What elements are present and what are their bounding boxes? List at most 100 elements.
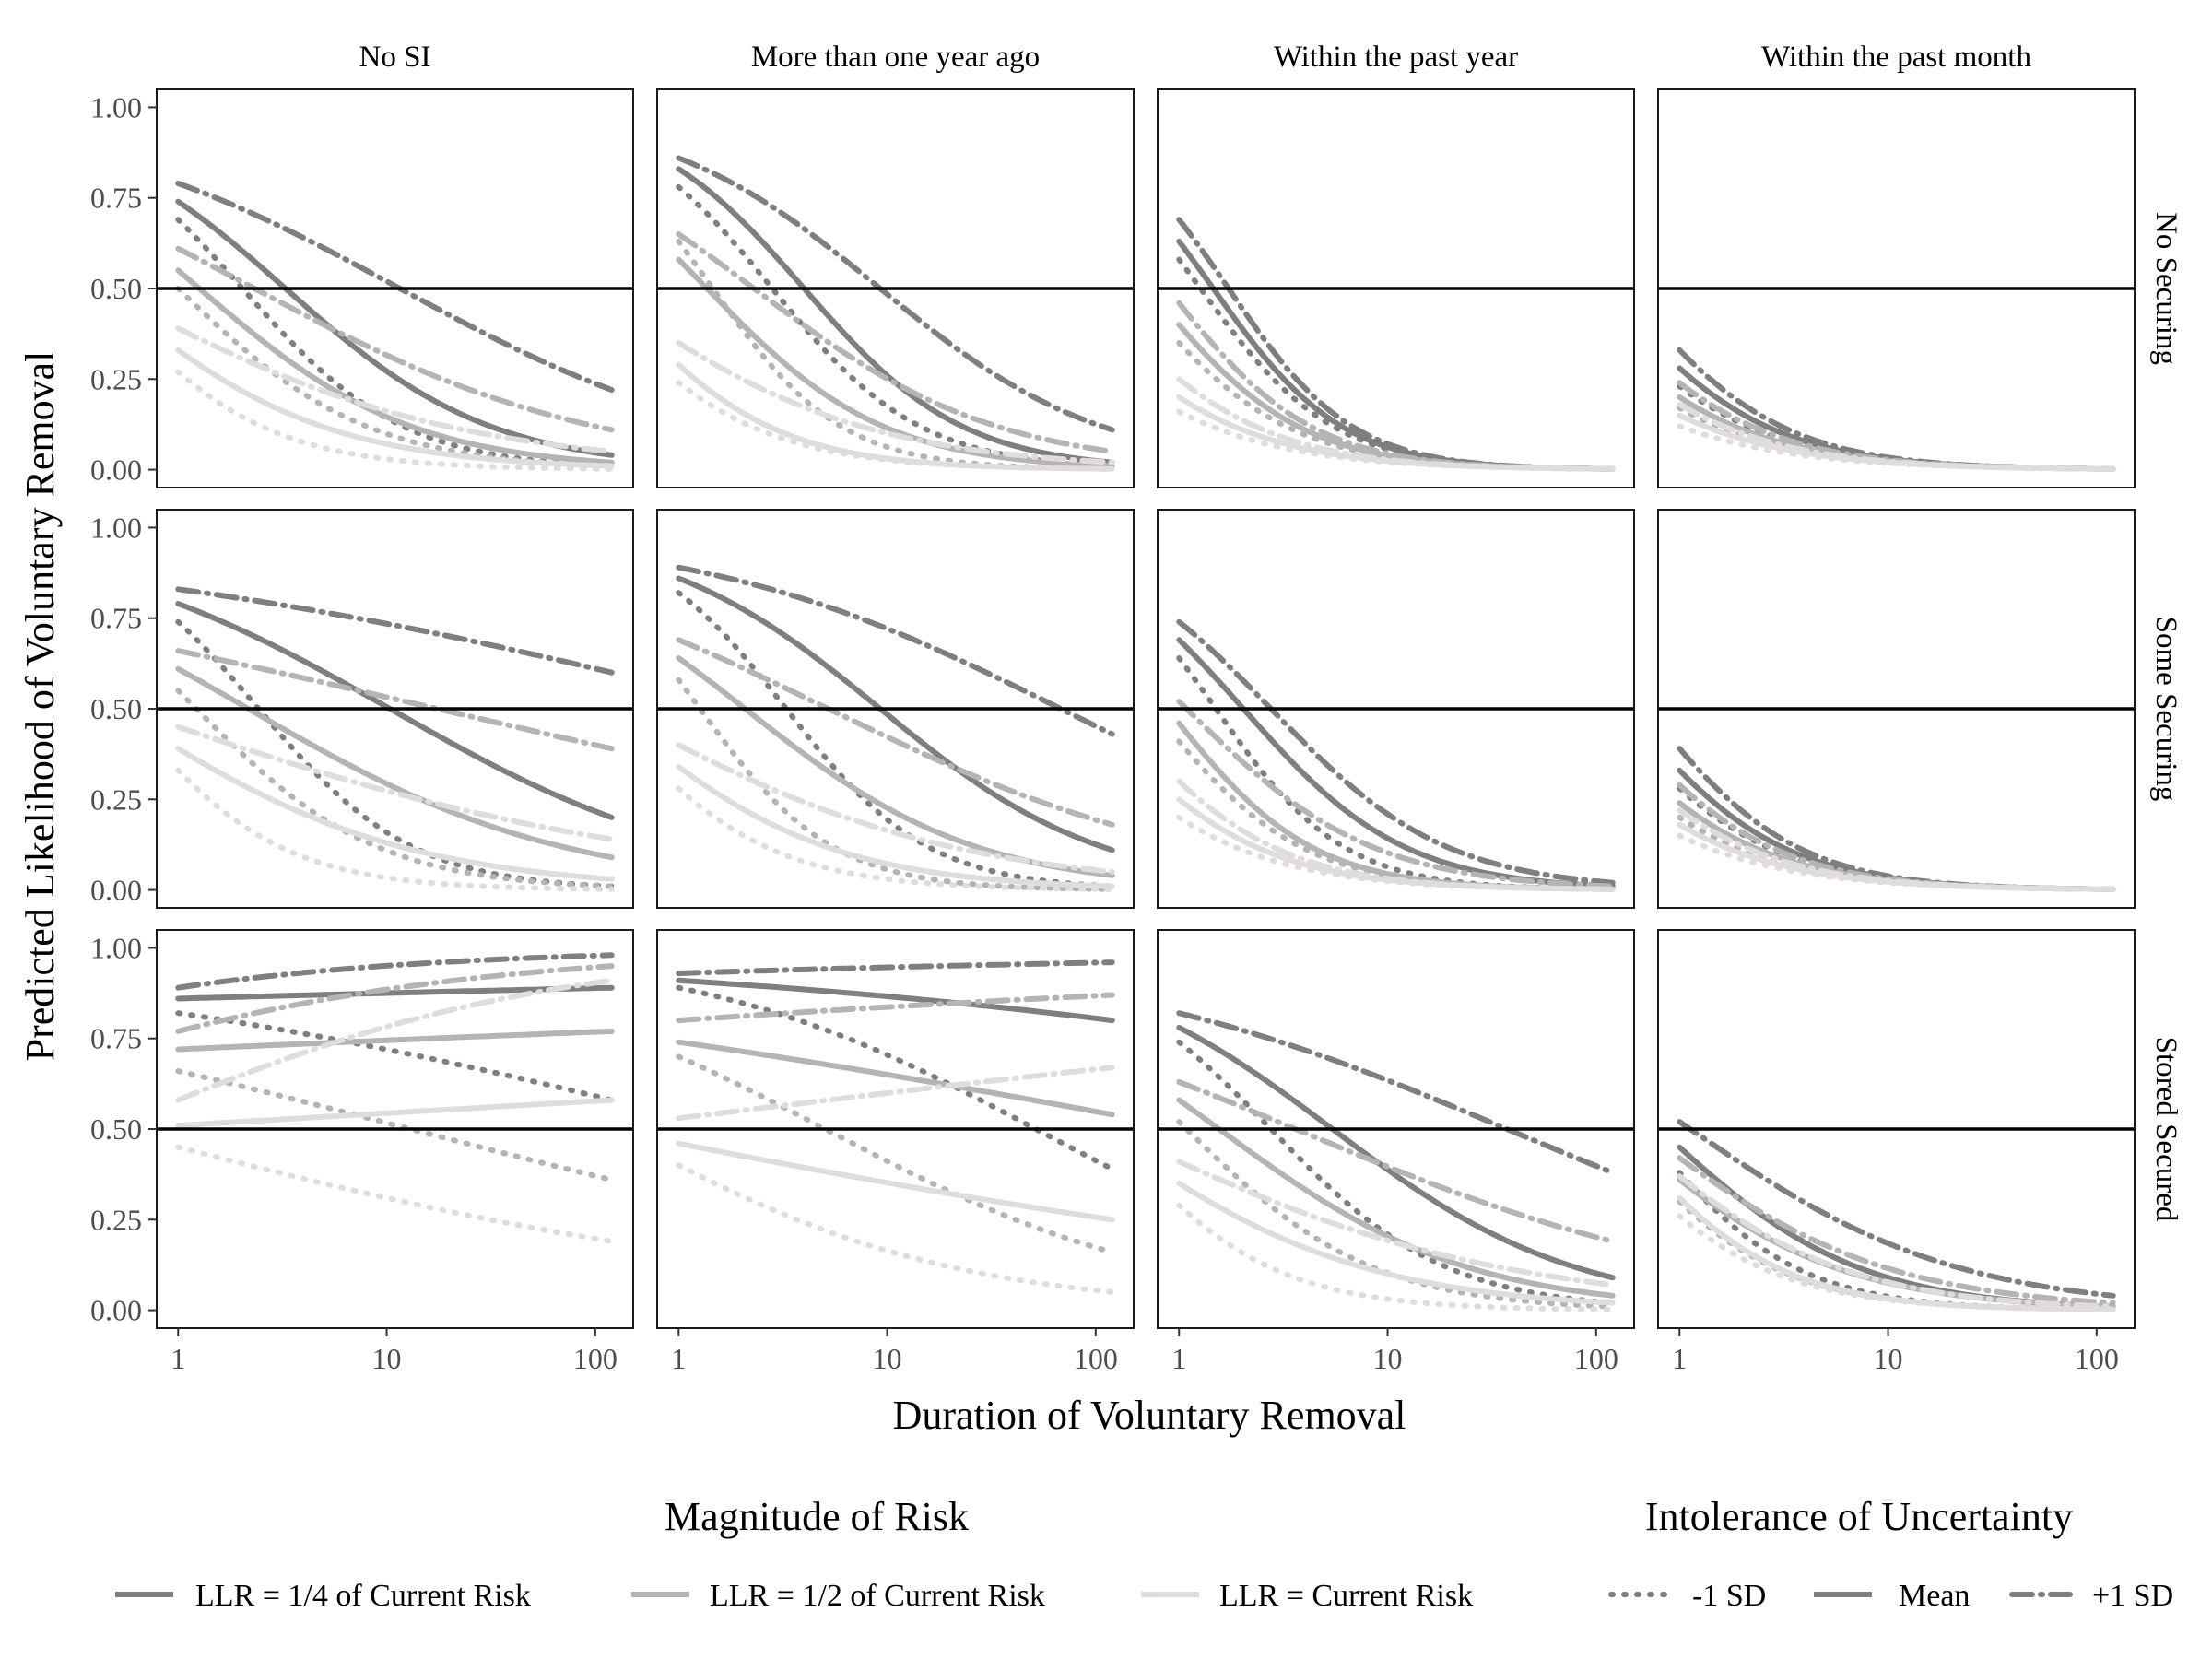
series-line-llr-1-4-of-current-risk-1-sd	[1677, 1119, 2116, 1299]
panel-stored-secured-no-si: 0.00 0.25 0.50 0.75 1.00 1 10 100	[90, 929, 634, 1375]
series-line-llr-current-risk-1-sd	[1677, 401, 2116, 472]
y-tick-label: 1.00	[90, 90, 142, 124]
panel-stored-secured-within-the-past-month: 1 10 100	[1657, 929, 2136, 1375]
panel-border	[1657, 88, 2136, 488]
series-line-llr-1-4-of-current-risk-1-sd	[175, 586, 615, 676]
x-tick-label: 1	[171, 1342, 185, 1375]
series-line-llr-1-2-of-current-risk-mean	[175, 1028, 615, 1053]
legend-label-mean: Mean	[1899, 1579, 1970, 1613]
legend-label-llr-quarter: LLR = 1/4 of Current Risk	[195, 1579, 531, 1613]
y-tick-label: 0.50	[90, 692, 142, 725]
series-line-llr-1-2-of-current-risk-1-sd	[1677, 1155, 2116, 1306]
y-tick-label: 0.25	[90, 1203, 142, 1236]
facet-column-label: Within the past month	[1761, 41, 2031, 74]
panel-border	[1157, 88, 1635, 488]
series-line-llr-current-risk-1-sd	[676, 340, 1115, 465]
panel-series	[175, 952, 615, 1244]
series-line-llr-1-4-of-current-risk-1-sd	[1176, 618, 1616, 886]
panel-series	[676, 155, 1115, 472]
series-line-llr-1-4-of-current-risk-1-sd	[175, 1010, 615, 1103]
legend-label-llr-half: LLR = 1/2 of Current Risk	[710, 1579, 1045, 1613]
x-tick-label: 10	[1874, 1342, 1903, 1375]
facet-row-label: Some Securing	[2149, 617, 2183, 802]
series-line-llr-1-2-of-current-risk-1-sd	[175, 648, 615, 752]
series-line-llr-1-2-of-current-risk-1-sd	[175, 1068, 615, 1182]
series-line-llr-1-2-of-current-risk-1-sd	[175, 688, 615, 889]
x-tick-label: 1	[1171, 1342, 1186, 1375]
series-line-llr-1-4-of-current-risk-1-sd	[676, 155, 1115, 433]
series-line-llr-current-risk-mean	[175, 347, 615, 469]
series-line-llr-current-risk-1-sd	[1176, 408, 1616, 472]
series-line-llr-1-2-of-current-risk-1-sd	[676, 1053, 1115, 1255]
series-line-llr-current-risk-1-sd	[1176, 1202, 1616, 1312]
panel-series	[1677, 1119, 2116, 1312]
panel-series	[676, 959, 1115, 1295]
series-line-llr-1-2-of-current-risk-mean	[175, 267, 615, 465]
series-line-llr-1-4-of-current-risk-1-sd	[175, 952, 615, 991]
x-axis-title: Duration of Voluntary Removal	[893, 1393, 1406, 1438]
y-axis-title: Predicted Likelihood of Voluntary Remova…	[18, 351, 63, 1062]
panel-series	[1677, 347, 2116, 472]
series-line-llr-1-2-of-current-risk-1-sd	[676, 231, 1115, 454]
panel-series	[1677, 746, 2116, 892]
legend-title-magnitude: Magnitude of Risk	[665, 1494, 969, 1539]
y-tick-label: 0.75	[90, 602, 142, 635]
facet-column-label: More than one year ago	[751, 41, 1040, 74]
facet-column-label: No SI	[359, 41, 431, 74]
legend-label-plus-1sd: +1 SD	[2092, 1579, 2173, 1613]
series-line-llr-current-risk-mean	[676, 763, 1115, 889]
x-tick-label: 100	[2075, 1342, 2119, 1375]
series-line-llr-current-risk-mean	[1176, 1181, 1616, 1306]
series-line-llr-current-risk-mean	[676, 1140, 1115, 1223]
series-line-llr-1-2-of-current-risk-1-sd	[1176, 699, 1616, 889]
panel-border	[656, 88, 1135, 488]
facet-row-label: No Securing	[2149, 212, 2183, 365]
panel-some-securing-more-than-one-year-ago	[656, 509, 1135, 909]
series-line-llr-1-4-of-current-risk-1-sd	[676, 959, 1115, 976]
series-line-llr-current-risk-1-sd	[1176, 778, 1616, 892]
x-tick-label: 100	[1074, 1342, 1118, 1375]
panel-border	[1157, 509, 1635, 909]
legend-title-intolerance: Intolerance of Uncertainty	[1645, 1494, 2073, 1539]
series-line-llr-1-2-of-current-risk-mean	[676, 655, 1115, 878]
x-tick-label: 100	[1574, 1342, 1618, 1375]
y-tick-label: 0.00	[90, 1294, 142, 1327]
panel-series	[1176, 1010, 1616, 1312]
facet-row-label: Stored Secured	[2149, 1037, 2183, 1222]
panel-some-securing-no-si: 0.00 0.25 0.50 0.75 1.00	[90, 509, 634, 909]
series-line-llr-current-risk-mean	[1677, 1194, 2116, 1312]
series-line-llr-1-2-of-current-risk-mean	[1176, 1097, 1616, 1299]
panel-series	[676, 564, 1115, 892]
panel-border	[1657, 509, 2136, 909]
x-tick-label: 10	[1373, 1342, 1403, 1375]
series-line-llr-current-risk-1-sd	[175, 724, 615, 842]
panel-stored-secured-more-than-one-year-ago: 1 10 100	[656, 929, 1135, 1375]
panel-grid: No SI More than one year ago Within the pa…	[90, 41, 2183, 1375]
y-tick-label: 0.50	[90, 1112, 142, 1146]
series-line-llr-1-4-of-current-risk-mean	[1176, 1024, 1616, 1281]
panel-border	[656, 509, 1135, 909]
series-line-llr-1-2-of-current-risk-1-sd	[676, 992, 1115, 1024]
y-tick-label: 0.25	[90, 362, 142, 395]
series-line-llr-1-4-of-current-risk-1-sd	[175, 181, 615, 394]
series-line-llr-1-2-of-current-risk-1-sd	[175, 963, 615, 1034]
series-line-llr-1-4-of-current-risk-1-sd	[175, 618, 615, 889]
series-line-llr-current-risk-1-sd	[1677, 807, 2116, 892]
series-line-llr-current-risk-1-sd	[175, 325, 615, 454]
x-tick-label: 1	[1672, 1342, 1687, 1375]
y-tick-label: 0.00	[90, 874, 142, 907]
x-tick-label: 10	[372, 1342, 402, 1375]
series-line-llr-1-2-of-current-risk-1-sd	[175, 245, 615, 433]
panel-no-securing-within-the-past-month	[1657, 88, 2136, 488]
y-tick-label: 0.00	[90, 453, 142, 487]
series-line-llr-current-risk-1-sd	[676, 1162, 1115, 1295]
panel-border	[656, 929, 1135, 1329]
series-line-llr-1-4-of-current-risk-1-sd	[1176, 1039, 1616, 1306]
y-tick-label: 1.00	[90, 511, 142, 544]
series-line-llr-1-4-of-current-risk-1-sd	[676, 984, 1115, 1172]
panel-stored-secured-within-the-past-year: 1 10 100	[1157, 929, 1635, 1375]
x-tick-label: 1	[671, 1342, 686, 1375]
series-line-llr-1-4-of-current-risk-1-sd	[676, 590, 1115, 889]
